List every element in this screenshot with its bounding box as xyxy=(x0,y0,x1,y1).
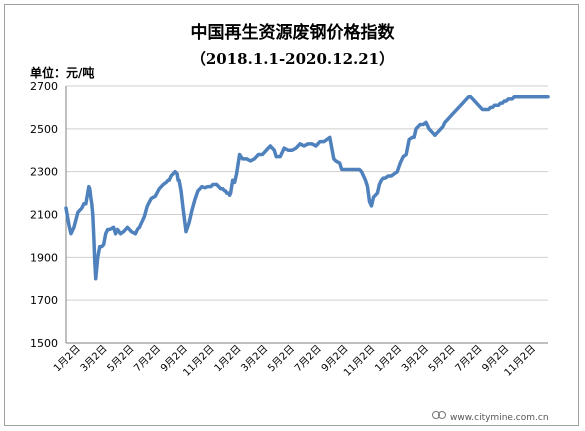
x-tick-label: 3月2日 xyxy=(239,343,271,375)
x-tick-label: 5月2日 xyxy=(426,343,458,375)
x-tick-label: 7月2日 xyxy=(132,343,164,375)
y-tick-label: 2300 xyxy=(30,166,58,179)
y-tick-label: 1700 xyxy=(30,294,58,307)
chart-subtitle: （2018.1.1-2020.12.21） xyxy=(190,50,395,68)
watermark-logo-icon xyxy=(432,411,446,419)
y-tick-label: 2700 xyxy=(30,80,58,93)
y-tick-label: 2500 xyxy=(30,123,58,136)
x-tick-label: 3月2日 xyxy=(78,343,110,375)
y-tick-label: 2100 xyxy=(30,209,58,222)
y-tick-label: 1900 xyxy=(30,251,58,264)
x-tick-label: 7月2日 xyxy=(453,343,485,375)
series-group xyxy=(64,94,550,281)
unit-label: 单位：元/吨 xyxy=(30,66,95,80)
y-tick-label: 1500 xyxy=(30,337,58,350)
x-tick-label: 1月2日 xyxy=(373,343,405,375)
x-tick-label: 5月2日 xyxy=(265,343,297,375)
y-axis-ticks: 1500 1700 1900 2100 2300 2500 2700 xyxy=(30,80,58,350)
chart-frame xyxy=(4,4,579,426)
x-tick-label: 1月2日 xyxy=(212,343,244,375)
x-tick-label: 7月2日 xyxy=(292,343,324,375)
x-tick-label: 3月2日 xyxy=(399,343,431,375)
x-tick-label: 5月2日 xyxy=(105,343,137,375)
series-line xyxy=(64,94,550,281)
grid-lines xyxy=(66,85,548,344)
chart-title: 中国再生资源废钢价格指数 xyxy=(190,23,395,43)
watermark-text: www.citymine.com.cn xyxy=(450,413,549,423)
x-axis-ticks: 1月2日3月2日5月2日7月2日9月2日11月2日1月2日3月2日5月2日7月2… xyxy=(51,343,538,379)
